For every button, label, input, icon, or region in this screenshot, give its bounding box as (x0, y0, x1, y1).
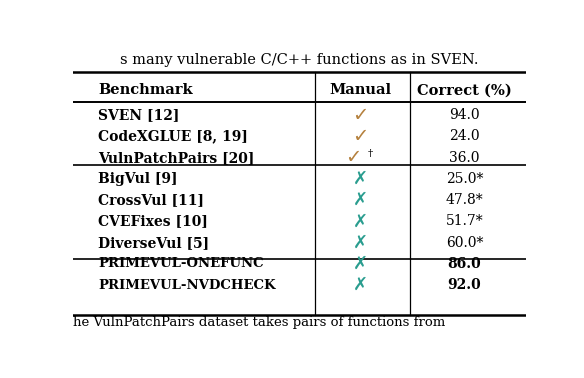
Text: 47.8*: 47.8* (446, 193, 484, 207)
Text: Manual: Manual (329, 84, 391, 98)
Text: CVEFixes [10]: CVEFixes [10] (98, 214, 208, 228)
Text: Correct (%): Correct (%) (417, 84, 512, 98)
Text: ✓: ✓ (352, 106, 369, 125)
Text: PRIMEVUL-ONEFUNC: PRIMEVUL-ONEFUNC (98, 257, 263, 270)
Text: Benchmark: Benchmark (98, 84, 193, 98)
Text: 94.0: 94.0 (449, 108, 480, 122)
Text: CodeXGLUE [8, 19]: CodeXGLUE [8, 19] (98, 129, 248, 144)
Text: ✗: ✗ (353, 234, 368, 252)
Text: VulnPatchPairs [20]: VulnPatchPairs [20] (98, 151, 254, 165)
Text: 86.0: 86.0 (447, 257, 481, 271)
Text: †: † (368, 149, 373, 158)
Text: 24.0: 24.0 (449, 129, 480, 144)
Text: he VulnPatchPairs dataset takes pairs of functions from: he VulnPatchPairs dataset takes pairs of… (73, 316, 445, 329)
Text: ✗: ✗ (353, 212, 368, 231)
Text: ✗: ✗ (353, 170, 368, 188)
Text: ✗: ✗ (353, 191, 368, 209)
Text: 51.7*: 51.7* (446, 214, 484, 228)
Text: 36.0: 36.0 (449, 151, 479, 165)
Text: BigVul [9]: BigVul [9] (98, 172, 178, 186)
Text: 92.0: 92.0 (447, 278, 481, 292)
Text: s many vulnerable C/C++ functions as in SVEN.: s many vulnerable C/C++ functions as in … (120, 53, 478, 67)
Text: PRIMEVUL-NVDCHECK: PRIMEVUL-NVDCHECK (98, 279, 276, 292)
Text: ✓: ✓ (345, 148, 362, 167)
Text: ✓: ✓ (352, 127, 369, 146)
Text: 25.0*: 25.0* (446, 172, 483, 186)
Text: DiverseVul [5]: DiverseVul [5] (98, 236, 209, 250)
Text: 60.0*: 60.0* (446, 236, 483, 250)
Text: SVEN [12]: SVEN [12] (98, 108, 179, 122)
Text: ✗: ✗ (353, 276, 368, 294)
Text: CrossVul [11]: CrossVul [11] (98, 193, 204, 207)
Text: ✗: ✗ (353, 255, 368, 273)
